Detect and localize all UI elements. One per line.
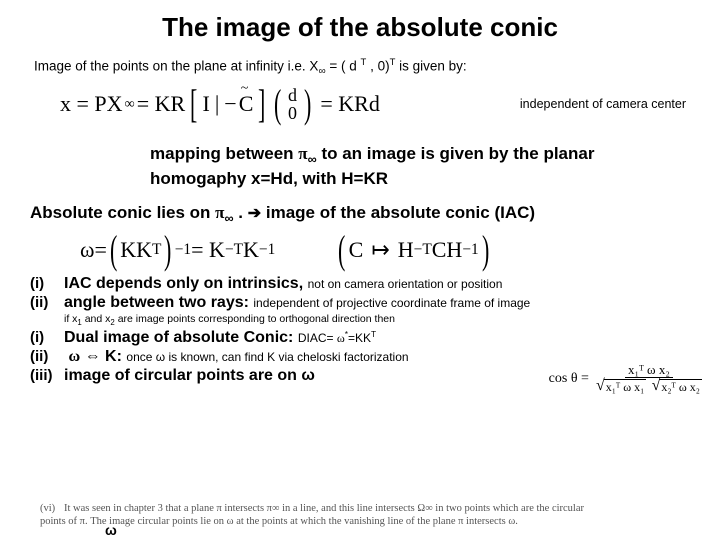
list1-item-i: (i) IAC depends only on intrinsics, not … [30,275,690,293]
mapping-text: mapping between π∞ to an image is given … [150,143,670,189]
equation-2-row: ω = ( KKT ) −1 = K−T K−1 ( C ↦ H−T CH−1 … [80,231,690,269]
slide-title: The image of the absolute conic [30,12,690,43]
footnote-text: (vi)It was seen in chapter 3 that a plan… [40,502,600,528]
cos-theta-equation: cos θ = x₁ᵀ ω x₂ √x₁ᵀ ω x₁ √x₂ᵀ ω x₂ [549,362,705,395]
intro-line: Image of the points on the plane at infi… [30,57,690,77]
list1-item-ii-sub: if x1 and x2 are image points correspond… [64,313,690,327]
list-block-1: (i) IAC depends only on intrinsics, not … [30,275,690,327]
list1-item-ii: (ii) angle between two rays: independent… [30,294,690,312]
list2-item-i: (i) Dual image of absolute Conic: DIAC= … [30,329,690,347]
equation-C-map: ( C ↦ H−T CH−1 ) [335,231,492,269]
omega-symbol: ω [105,522,117,538]
slide: The image of the absolute conic Image of… [0,0,720,540]
equation-1-row: x = PX∞ = KR [ I | −C ] ( d 0 ) = KRd in… [60,85,690,123]
equation-1: x = PX∞ = KR [ I | −C ] ( d 0 ) = KRd [60,85,380,123]
absolute-conic-line: Absolute conic lies on π∞ . ➔ image of t… [30,203,690,225]
arrow-icon: ➔ [248,203,261,223]
equation-omega: ω = ( KKT ) −1 = K−T K−1 [80,231,275,269]
equation-1-note: independent of camera center [520,97,690,111]
